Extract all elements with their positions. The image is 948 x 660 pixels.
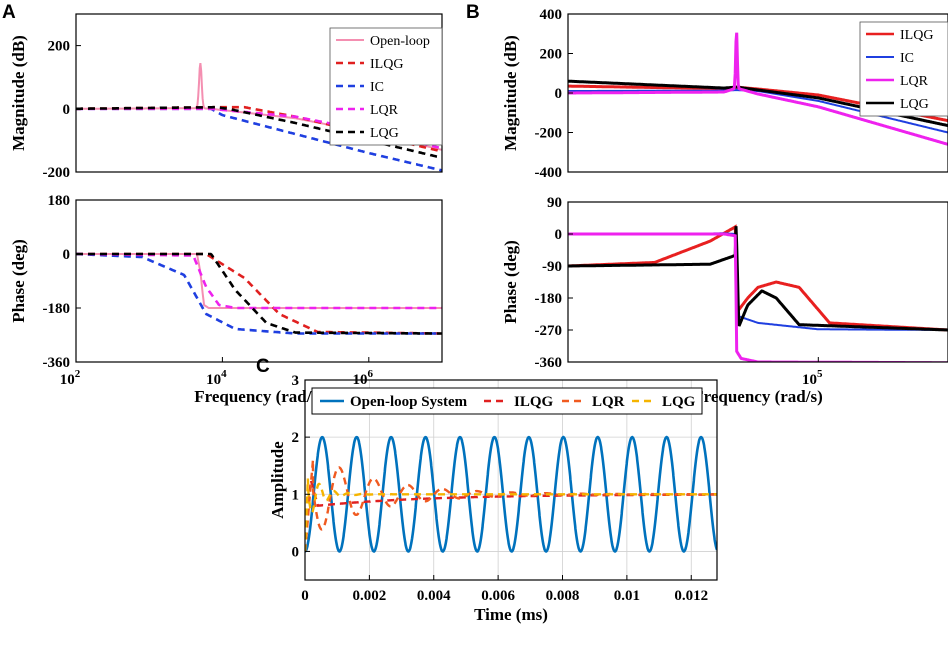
legend-entry: ILQG (370, 57, 403, 72)
legend-entry: LQR (370, 103, 399, 118)
x-tick-exponent: 2 (75, 368, 81, 380)
x-tick-base: 10 (802, 372, 817, 388)
legend-entry: LQG (900, 97, 929, 112)
y-axis-label: Phase (deg) (501, 240, 520, 324)
x-tick-exponent: 4 (221, 368, 227, 380)
x-tick-base: 10 (206, 372, 221, 388)
x-tick-exponent: 6 (368, 368, 374, 380)
A-phase-series-group (76, 252, 442, 335)
x-tick-label: 102 (60, 368, 81, 388)
series-line-lqg (76, 252, 442, 335)
y-tick-label: -200 (535, 126, 563, 142)
y-axis-label: Phase (deg) (9, 239, 28, 323)
B-phase-chart: 90 0 -90 -180 -270 -360 105 Phase (deg) Frequenc… (501, 195, 948, 406)
x-axis-label: Time (ms) (474, 605, 548, 624)
panel-label-b: B (466, 2, 480, 23)
series-line-ic (76, 252, 442, 335)
y-tick-label: -180 (43, 301, 71, 317)
A-magnitude-chart: 200 0 -200 Magnitude (dB) Open-loop ILQG IC LQR… (9, 13, 443, 181)
x-axis-label: Frequency (rad/s) (693, 387, 823, 406)
panel-label-c: C (256, 356, 270, 377)
y-axis-label: Magnitude (dB) (501, 35, 520, 151)
series-line-ilqg (568, 224, 948, 332)
x-axis-label: Frequency (rad/s) (194, 387, 324, 406)
series-line-open-loop-system (305, 435, 717, 553)
legend-entry: ILQG (900, 28, 933, 43)
y-tick-label: 400 (540, 7, 563, 23)
B-phase-frame (567, 201, 948, 363)
series-line-lqr (76, 252, 442, 310)
x-tick-label: 0.01 (614, 588, 640, 604)
legend-entry: Open-loop System (350, 394, 468, 410)
legend-entry: LQR (592, 394, 625, 410)
B-phase-series-group (568, 224, 948, 362)
A-phase-frame (75, 199, 443, 363)
x-tick-label: 0.012 (674, 588, 708, 604)
C-step-series-group (305, 435, 717, 553)
x-tick-base: 10 (60, 372, 75, 388)
x-tick-label: 105 (802, 368, 823, 388)
y-tick-label: 0 (292, 544, 300, 560)
B-magnitude-legend: ILQG IC LQR LQG (859, 21, 948, 117)
C-step-chart: 3 2 1 0 0 0.002 0.004 0.006 0.008 0.01 0.012 Amplit… (268, 373, 718, 624)
y-tick-label: 1 (292, 487, 300, 503)
series-line-lqr (568, 232, 948, 362)
x-tick-exponent: 5 (817, 368, 823, 380)
series-line-lqg (76, 105, 442, 160)
legend-entry: LQR (900, 74, 929, 89)
y-axis-label: Magnitude (dB) (9, 35, 28, 151)
y-tick-label: -270 (535, 323, 563, 339)
x-tick-label: 106 (353, 368, 374, 388)
y-tick-label: 0 (63, 102, 71, 118)
C-step-frame (304, 379, 718, 581)
A-magnitude-legend: Open-loop ILQG IC LQR LQG (329, 27, 443, 146)
x-tick-label: 0.002 (353, 588, 387, 604)
y-tick-label: -180 (535, 291, 563, 307)
series-line-lqg (568, 226, 948, 332)
y-tick-label: -400 (535, 165, 563, 181)
x-tick-label: 0 (301, 588, 309, 604)
y-tick-label: 200 (540, 47, 563, 63)
y-tick-label: 2 (292, 430, 300, 446)
legend-box (859, 21, 948, 117)
y-axis-label: Amplitude (268, 441, 287, 519)
y-tick-label: 0 (63, 247, 71, 263)
legend-entry: IC (900, 51, 914, 66)
legend-entry: Open-loop (370, 34, 430, 49)
y-tick-label: -360 (43, 355, 71, 371)
x-tick-label: 104 (206, 368, 227, 388)
series-line-ilqg (76, 252, 442, 335)
series-line-ilqg (305, 479, 717, 552)
series-line-ic (568, 232, 948, 331)
C-step-legend: Open-loop System ILQG LQR LQG (311, 387, 703, 415)
series-line-lqr (568, 32, 948, 146)
y-tick-label: -200 (43, 165, 71, 181)
series-line-lqg (305, 478, 717, 552)
legend-entry: IC (370, 80, 384, 95)
x-tick-label: 0.008 (546, 588, 580, 604)
series-line-open-loop (76, 253, 442, 309)
legend-entry: LQG (662, 394, 696, 410)
y-tick-label: 90 (547, 195, 562, 211)
series-line-lqr (305, 459, 717, 552)
y-tick-label: 200 (48, 39, 71, 55)
x-tick-label: 0.006 (481, 588, 515, 604)
y-tick-label: 0 (555, 86, 563, 102)
legend-entry: LQG (370, 126, 399, 141)
x-tick-label: 0.004 (417, 588, 451, 604)
legend-entry: ILQG (514, 394, 554, 410)
y-tick-label: 180 (48, 193, 71, 209)
panel-label-a: A (2, 2, 16, 23)
y-tick-label: 3 (292, 373, 300, 389)
B-magnitude-chart: 400 200 0 -200 -400 Magnitude (dB) ILQG IC LQR LQ… (501, 7, 948, 181)
y-tick-label: -360 (535, 355, 563, 371)
y-tick-label: -90 (542, 259, 562, 275)
y-tick-label: 0 (555, 227, 563, 243)
